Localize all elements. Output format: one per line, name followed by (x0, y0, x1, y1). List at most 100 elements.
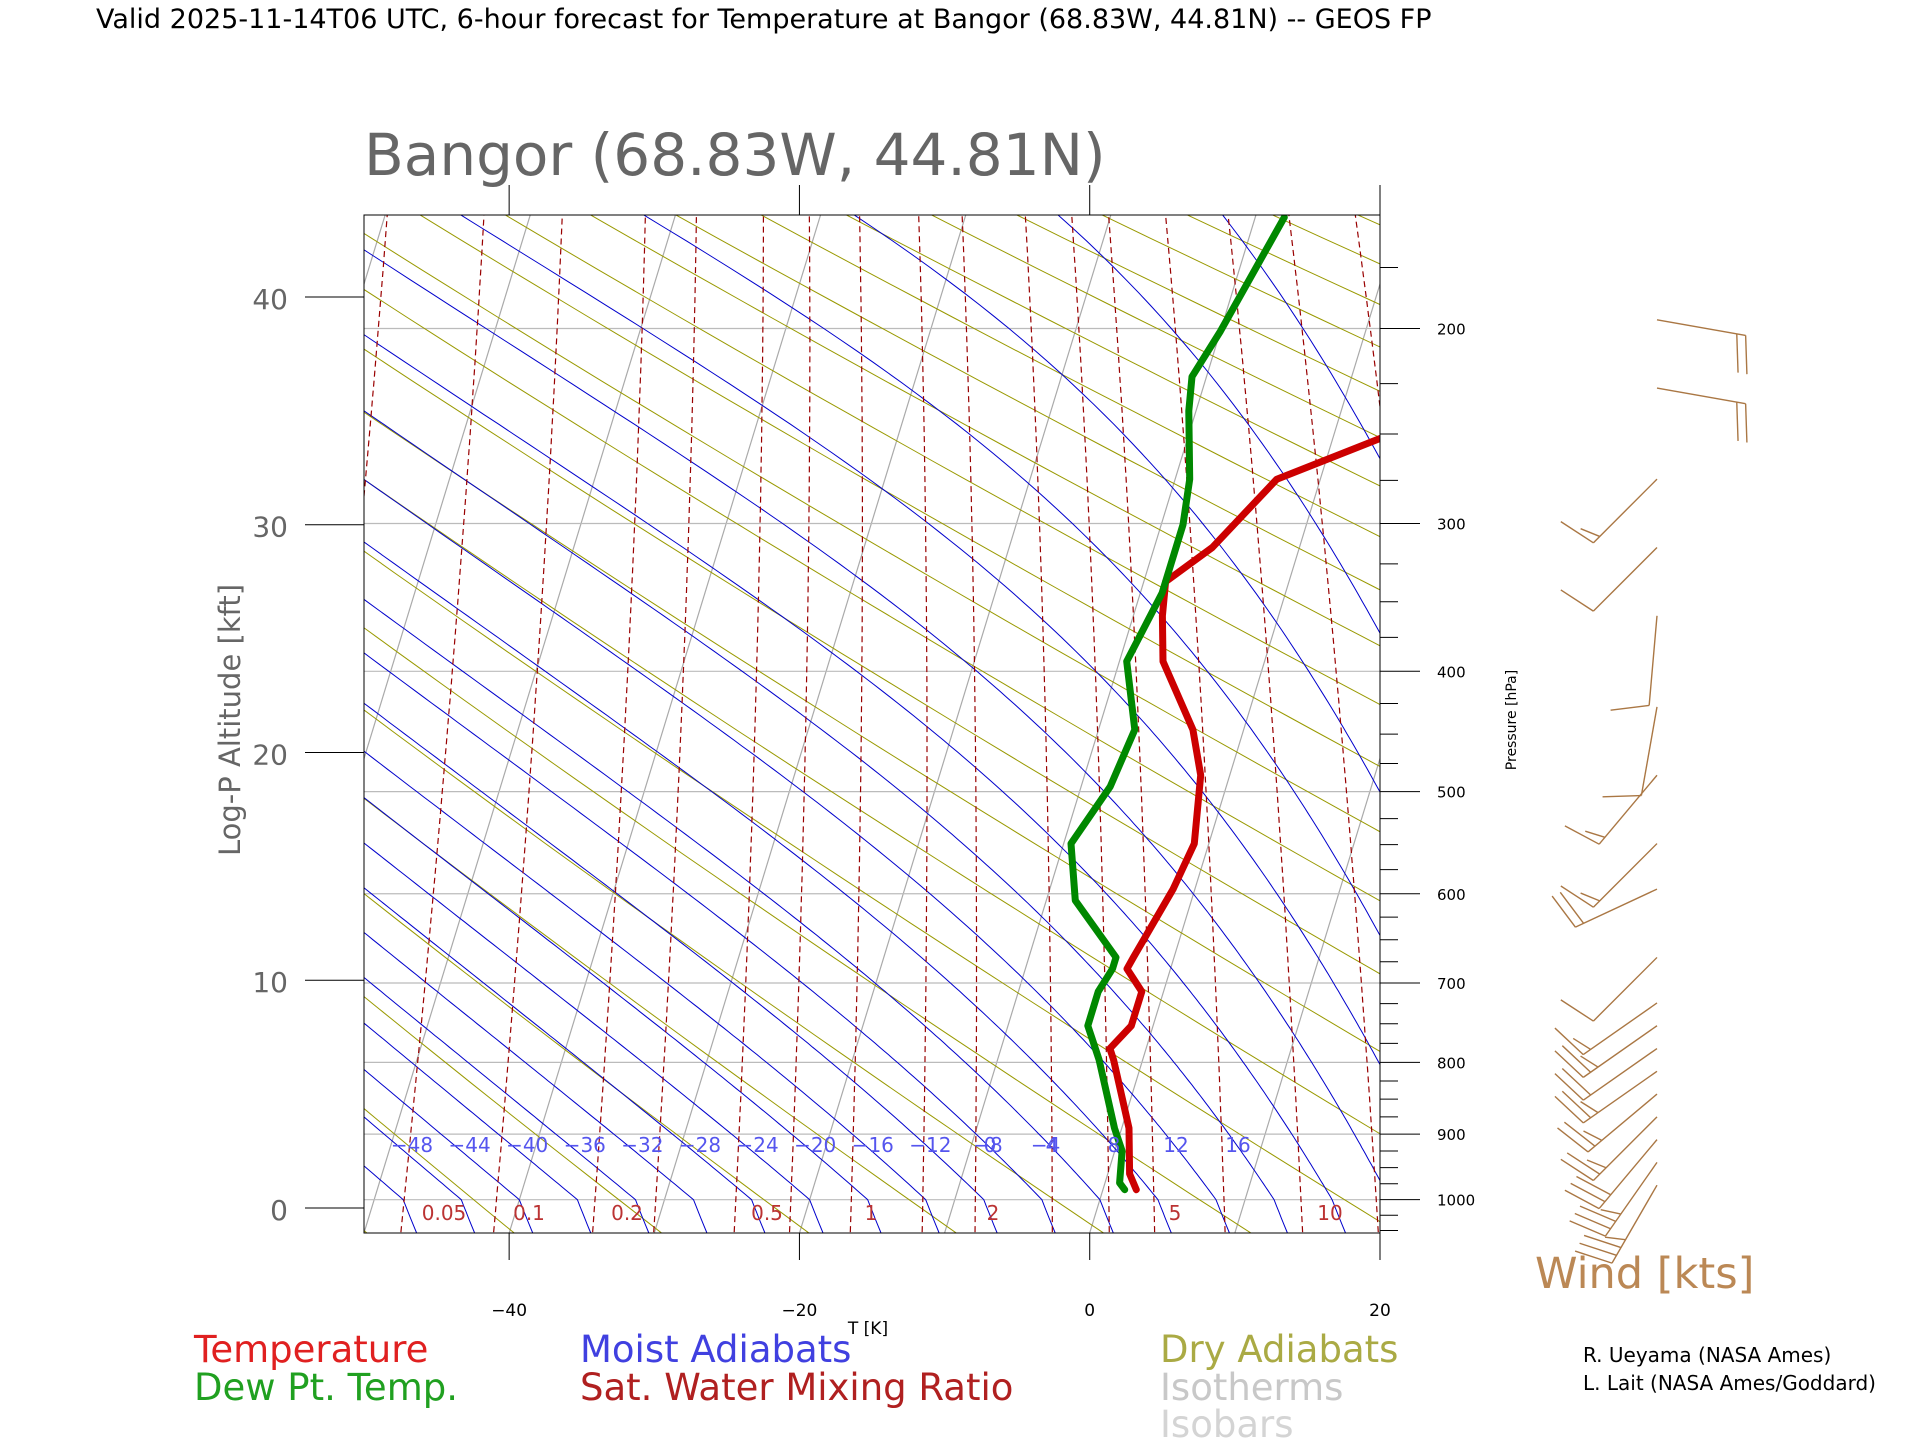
dry-adiabat-line (0, 206, 229, 1242)
wind-barb (1551, 888, 1658, 928)
mixing-ratio-line (364, 215, 388, 503)
wind-barbs (1551, 319, 1748, 1264)
mixing-ratio-line (591, 215, 647, 1233)
isotherm-line (508, 215, 822, 1233)
legend-wind: Wind [kts] (1535, 1249, 1754, 1299)
moist-adiabat-label: −32 (621, 1133, 663, 1157)
dry-adiabat-line (1846, 206, 1920, 1242)
moist-adiabat-label: 8 (1108, 1133, 1121, 1157)
moist-adiabat-label: 4 (1046, 1133, 1059, 1157)
wind-barb (1554, 1047, 1658, 1101)
moist-adiabat-label: −20 (794, 1133, 836, 1157)
y-tick-label: 10 (252, 966, 288, 999)
moist-adiabat-line (364, 931, 708, 1233)
mixing-ratio-label: 1 (865, 1201, 878, 1225)
moist-adiabat-line (0, 169, 128, 1237)
mixing-ratio-label: 5 (1169, 1201, 1182, 1225)
mixing-ratio-line (492, 215, 563, 1233)
legend-temperature: Temperature (193, 1328, 428, 1371)
x-tick-label: −40 (491, 1301, 527, 1321)
wind-barb (1557, 1093, 1658, 1153)
dry-adiabat-line (364, 627, 1252, 1233)
dry-adiabat-line (364, 348, 1380, 975)
credit-line-1: R. Ueyama (NASA Ames) (1583, 1343, 1831, 1367)
dry-adiabat-line (1356, 215, 1380, 226)
dry-adiabat-line (1677, 206, 1920, 1242)
moist-adiabat-line (0, 169, 244, 1237)
dry-adiabat-line (364, 709, 1105, 1233)
y-tick-label: 20 (252, 738, 288, 771)
wind-barb (1569, 1161, 1658, 1237)
mixing-ratio-line (1418, 206, 1543, 1242)
legend-isotherms: Isotherms (1160, 1366, 1343, 1409)
moist-adiabat-line (364, 842, 824, 1233)
wind-barb (1554, 1025, 1658, 1078)
moist-adiabat-line (364, 797, 882, 1233)
mixing-ratio-line (1071, 215, 1110, 1233)
moist-adiabat-lines (0, 169, 1380, 1237)
dry-adiabat-line (845, 215, 1380, 487)
pressure-axis-label: Pressure [hPa] (1504, 670, 1520, 770)
moist-adiabat-label: −28 (679, 1133, 721, 1157)
moist-adiabat-line (364, 541, 1172, 1233)
plot-title: Bangor (68.83W, 44.81N) (364, 121, 1106, 189)
moist-adiabat-line (364, 1022, 592, 1233)
moist-adiabat-line (1057, 215, 1380, 635)
moist-adiabat-line (364, 598, 1114, 1233)
mixing-ratio-line (918, 215, 928, 1233)
dry-adiabat-line (1422, 206, 1920, 1242)
mixing-ratio-label: 10 (1317, 1201, 1342, 1225)
credit-line-2: L. Lait (NASA Ames/Goddard) (1583, 1371, 1876, 1395)
moist-adiabat-label: 16 (1225, 1133, 1250, 1157)
moist-adiabat-label: −12 (909, 1133, 951, 1157)
credits: R. Ueyama (NASA Ames) L. Lait (NASA Ames… (1583, 1343, 1876, 1395)
moist-adiabat-label: 0 (984, 1133, 997, 1157)
pressure-label: 800 (1437, 1054, 1466, 1072)
x-tick-label: −20 (781, 1301, 817, 1321)
pressure-label: 400 (1437, 663, 1466, 681)
legend-dry: Dry Adiabats (1160, 1328, 1398, 1371)
sounding-series (1067, 215, 1380, 1194)
isotherm-line (1379, 1230, 1380, 1233)
moist-adiabat-line (0, 169, 360, 1237)
moist-adiabat-line (364, 976, 650, 1233)
moist-adiabat-label: −8 (973, 1133, 1002, 1157)
moist-adiabat-line (364, 702, 998, 1233)
legend-dewpoint: Dew Pt. Temp. (194, 1366, 458, 1409)
moist-adiabat-label: −40 (506, 1133, 548, 1157)
moist-adiabat-line (364, 1116, 476, 1233)
dry-adiabat-line (364, 288, 1380, 902)
mixing-ratio-line (653, 215, 698, 1233)
moist-adiabat-line (459, 215, 1380, 1066)
dry-adiabat-line (1101, 215, 1380, 348)
dry-adiabat-line (1271, 215, 1380, 265)
dry-adiabat-line (1592, 206, 1920, 1242)
moist-adiabat-line (364, 249, 1380, 1182)
mixing-ratio-line (788, 215, 811, 1233)
mixing-ratio-line (961, 215, 978, 1233)
mixing-ratio-label: 0.2 (611, 1201, 643, 1225)
y-tick-label: 40 (252, 283, 288, 316)
pressure-label: 300 (1437, 516, 1466, 534)
moist-adiabat-line (0, 169, 12, 1237)
y-axis-label: Log-P Altitude [kft] (213, 584, 247, 856)
legend-isobars: Isobars (1160, 1403, 1293, 1440)
dry-adiabat-line (364, 1229, 368, 1233)
dry-adiabat-line (364, 797, 958, 1233)
wind-barb (1564, 1139, 1658, 1210)
moist-adiabat-line (0, 169, 186, 1237)
legend-mixing: Sat. Water Mixing Ratio (580, 1366, 1013, 1409)
moist-adiabat-line (364, 478, 1230, 1233)
page-title: Valid 2025-11-14T06 UTC, 6-hour forecast… (96, 4, 1432, 35)
dry-adiabat-line (504, 215, 1380, 706)
mixing-ratio-line (1288, 215, 1379, 1233)
legend-moist: Moist Adiabats (580, 1328, 851, 1371)
mixing-ratio-line (1107, 215, 1156, 1233)
moist-adiabat-label: −24 (736, 1133, 778, 1157)
wind-barb (1560, 547, 1658, 612)
dewpoint-line (1067, 215, 1288, 1194)
mixing-ratio-label: 0.1 (513, 1201, 545, 1225)
wind-barb (1554, 1002, 1658, 1056)
dry-adiabat-lines (0, 206, 1920, 1242)
isotherm-line (798, 215, 1112, 1233)
